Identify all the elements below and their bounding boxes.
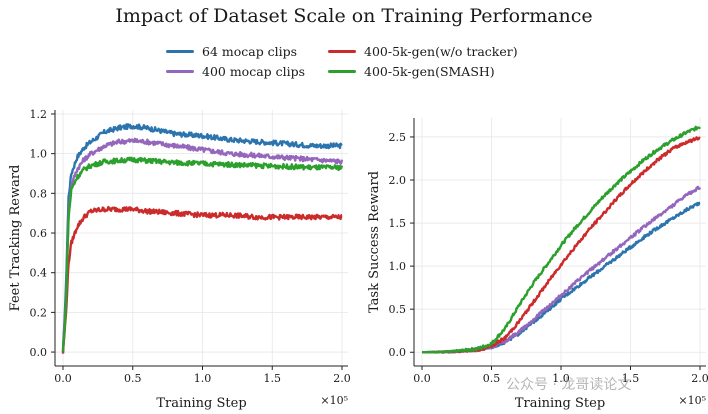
y-tick-label: 0.0	[30, 346, 48, 359]
y-tick-label: 0.2	[30, 306, 48, 319]
x-tick-label: 2.0	[333, 372, 351, 385]
legend-item-64-mocap: 64 mocap clips	[166, 44, 297, 59]
legend-item-wo-tracker: 400-5k-gen(w/o tracker)	[328, 44, 518, 59]
y-tick-label: 1.0	[30, 148, 48, 161]
y-axis-label: Task Success Reward	[367, 171, 382, 313]
x-tick-label: 2.0	[691, 372, 708, 385]
x-tick-label: 0.0	[54, 372, 72, 385]
y-tick-label: 0.6	[30, 227, 48, 240]
legend-swatch	[328, 49, 356, 54]
y-tick-label: 1.0	[389, 260, 407, 273]
x-axis-label: Training Step	[156, 396, 246, 411]
x-axis-label: Training Step	[515, 396, 605, 411]
x-tick-label: 1.0	[552, 372, 570, 385]
y-tick-label: 1.5	[389, 217, 407, 230]
legend-swatch	[166, 49, 194, 54]
legend-label: 400 mocap clips	[202, 64, 306, 79]
legend-label: 400-5k-gen(SMASH)	[364, 64, 495, 79]
x-tick-label: 0.5	[124, 372, 142, 385]
x-tick-label: 0.0	[413, 372, 431, 385]
x-tick-label: 0.5	[483, 372, 501, 385]
x-scale-label: ×10⁵	[678, 394, 706, 407]
x-tick-label: 1.5	[264, 372, 282, 385]
y-tick-label: 0.4	[30, 267, 48, 280]
legend-label: 64 mocap clips	[202, 44, 298, 59]
y-tick-label: 0.5	[389, 303, 407, 316]
legend-item-smash: 400-5k-gen(SMASH)	[328, 64, 495, 79]
x-tick-label: 1.0	[194, 372, 212, 385]
figure-title: Impact of Dataset Scale on Training Perf…	[115, 5, 593, 27]
series-line	[421, 125, 701, 354]
legend-item-400-mocap: 400 mocap clips	[166, 64, 305, 79]
y-tick-label: 1.2	[30, 108, 48, 121]
series-line	[61, 137, 344, 354]
x-tick-label: 1.5	[622, 372, 640, 385]
series-line	[61, 123, 343, 351]
y-tick-label: 0.8	[30, 187, 48, 200]
series-line	[61, 205, 343, 353]
series-line	[61, 156, 344, 352]
legend-swatch	[166, 69, 194, 74]
y-tick-label: 2.0	[389, 174, 407, 187]
legend-swatch	[328, 69, 356, 74]
legend-label: 400-5k-gen(w/o tracker)	[364, 44, 518, 59]
y-axis-label: Feet Tracking Reward	[8, 165, 23, 312]
x-scale-label: ×10⁵	[320, 394, 348, 407]
y-tick-label: 2.5	[389, 131, 407, 144]
legend: 64 mocap clips 400 mocap clips 400-5k-ge…	[160, 42, 560, 84]
watermark: 公众号 · 龙哥读论文	[506, 377, 632, 393]
y-tick-label: 0.0	[389, 346, 407, 359]
